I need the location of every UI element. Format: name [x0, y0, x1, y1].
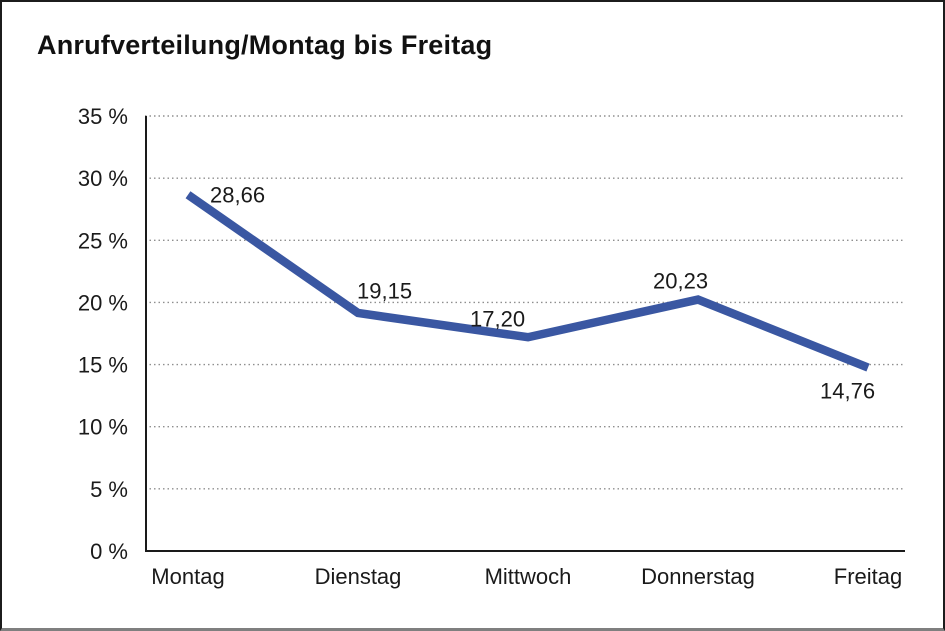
y-tick-label: 5 % [90, 477, 128, 502]
y-tick-label: 35 % [78, 104, 128, 129]
x-tick-label: Mittwoch [485, 564, 572, 589]
data-label: 28,66 [210, 182, 265, 207]
x-tick-label: Montag [151, 564, 224, 589]
data-label: 20,23 [653, 268, 708, 293]
data-label: 17,20 [470, 306, 525, 331]
y-tick-label: 20 % [78, 290, 128, 315]
y-tick-label: 30 % [78, 166, 128, 191]
data-label: 19,15 [357, 278, 412, 303]
data-line [185, 191, 870, 372]
y-tick-label: 10 % [78, 415, 128, 440]
y-tick-label: 25 % [78, 228, 128, 253]
x-tick-label: Dienstag [315, 564, 402, 589]
chart-title: Anrufverteilung/Montag bis Freitag [37, 30, 493, 60]
x-tick-label: Freitag [834, 564, 902, 589]
x-tick-label: Donnerstag [641, 564, 755, 589]
y-tick-label: 0 % [90, 539, 128, 564]
data-label: 14,76 [820, 379, 875, 404]
y-tick-label: 15 % [78, 353, 128, 378]
